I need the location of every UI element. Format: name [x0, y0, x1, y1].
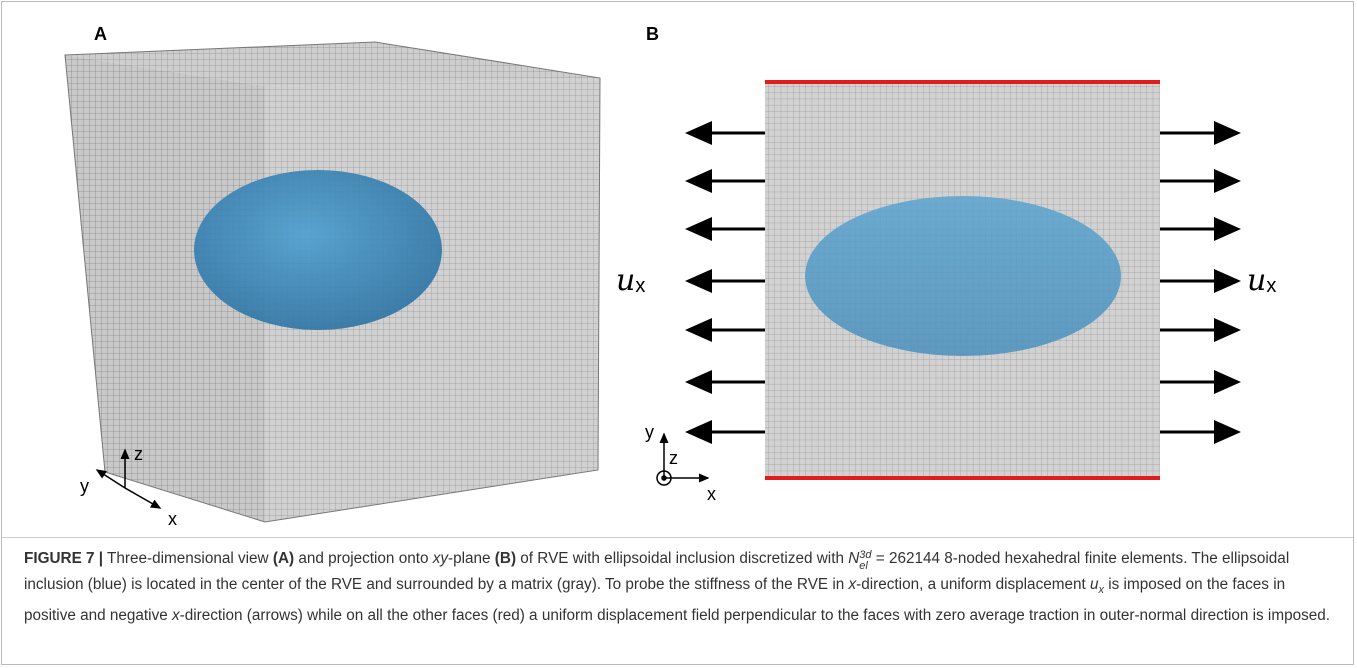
load-subscript: x [1266, 275, 1276, 297]
figure: A B z x y ux ux y z x [0, 0, 1357, 540]
page: {"panels":[{"label":"A","axes":{"x":"x",… [0, 0, 1357, 668]
load-label: ux [1247, 263, 1276, 298]
axis-label: y [645, 422, 654, 442]
caption-text: and projection onto [294, 550, 433, 567]
panel-label: A [94, 24, 107, 44]
caption-italic: x [172, 607, 180, 624]
math-subscript: el [859, 561, 871, 572]
math-symbol: u [1090, 576, 1099, 593]
inclusion [805, 196, 1121, 356]
load-symbol: u [616, 263, 635, 298]
caption-text: Three-dimensional view [103, 550, 273, 567]
panel-label: B [646, 24, 659, 44]
load-subscript: x [635, 275, 645, 297]
axis-label: x [707, 484, 716, 504]
caption-text: of RVE with ellipsoidal inclusion discre… [516, 550, 848, 567]
caption-text: -plane [448, 550, 495, 567]
axis-label: x [168, 509, 177, 529]
caption-bold: (B) [495, 550, 516, 567]
figure-label: FIGURE 7 | [24, 550, 103, 567]
axes-triad [657, 434, 708, 485]
caption: FIGURE 7 | Three-dimensional view (A) an… [24, 546, 1336, 628]
axis-label: y [80, 476, 89, 496]
caption-text: -direction, a uniform displacement [856, 576, 1090, 593]
axis-label: z [669, 448, 678, 468]
caption-italic: xy [433, 550, 448, 567]
load-symbol: u [1247, 263, 1266, 298]
caption-bold: (A) [273, 550, 294, 567]
math-symbol: N [848, 550, 859, 567]
axis-label: z [134, 444, 143, 464]
load-label: ux [616, 263, 645, 298]
separator [2, 537, 1353, 538]
cube [65, 42, 600, 522]
caption-text: -direction (arrows) while on all the oth… [180, 607, 1330, 624]
